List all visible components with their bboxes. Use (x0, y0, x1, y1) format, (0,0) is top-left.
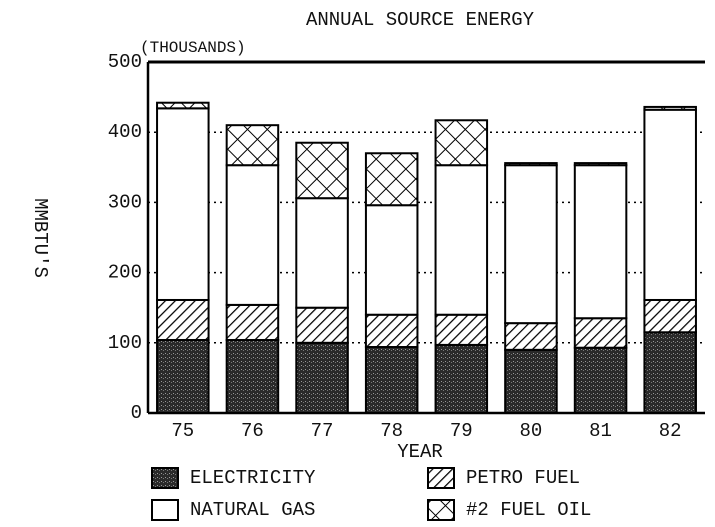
bar-segment (295, 306, 349, 344)
x-tick-label: 77 (311, 420, 334, 442)
chart-title: ANNUAL SOURCE ENERGY (306, 9, 535, 31)
legend-swatch (151, 467, 179, 489)
y-tick-label: 0 (131, 402, 142, 424)
x-axis-label: YEAR (397, 441, 443, 463)
x-tick-label: 82 (659, 420, 682, 442)
bar-segment (643, 105, 697, 111)
legend-label: PETRO FUEL (466, 467, 580, 489)
bar-segment (364, 152, 419, 207)
bar-segment (434, 164, 489, 316)
x-tick-label: 75 (171, 420, 194, 442)
y-tick-label: 300 (108, 191, 142, 213)
x-tick-label: 80 (520, 420, 543, 442)
bar-segment (156, 107, 210, 301)
y-tick-label: 100 (108, 332, 142, 354)
bar-segment (504, 164, 558, 325)
y-tick-label: 200 (108, 262, 142, 284)
bar-segment (225, 338, 280, 415)
bar-segment (364, 204, 419, 316)
bar-segment (573, 317, 628, 349)
legend-swatch (427, 499, 455, 521)
legend-label: NATURAL GAS (190, 499, 315, 521)
bar-segment (295, 141, 349, 200)
bar-segment (504, 162, 558, 167)
bar-segment (295, 197, 349, 309)
bar-segment (643, 298, 697, 334)
bar-segment (156, 101, 210, 110)
bar-segment (434, 313, 489, 346)
bar-segment (434, 343, 489, 415)
bar-segment (643, 331, 697, 414)
x-tick-label: 79 (450, 420, 473, 442)
y-tick-label: 400 (108, 121, 142, 143)
bar-segment (573, 346, 628, 414)
bar-segment (434, 119, 489, 167)
x-tick-label: 81 (589, 420, 612, 442)
bar-segment (504, 348, 558, 415)
bar-segment (156, 298, 210, 341)
bar-segment (156, 338, 210, 415)
bar-segment (225, 124, 280, 167)
bar-segment (504, 322, 558, 351)
legend-label: #2 FUEL OIL (466, 499, 591, 521)
legend-swatch (151, 499, 179, 521)
x-tick-label: 76 (241, 420, 264, 442)
bar-segment (364, 313, 419, 349)
y-axis-label: MMBTU'S (29, 198, 51, 278)
bar-segment (573, 164, 628, 320)
bar-segment (225, 303, 280, 341)
legend-swatch (427, 467, 455, 489)
legend-label: ELECTRICITY (190, 467, 316, 489)
chart-subtitle: (THOUSANDS) (140, 39, 246, 57)
bar-segment (295, 341, 349, 414)
x-tick-label: 78 (380, 420, 403, 442)
bar-segment (643, 108, 697, 301)
bar-segment (573, 162, 628, 167)
bar-segment (225, 164, 280, 306)
y-tick-label: 500 (108, 51, 142, 73)
bar-segment (364, 346, 419, 414)
